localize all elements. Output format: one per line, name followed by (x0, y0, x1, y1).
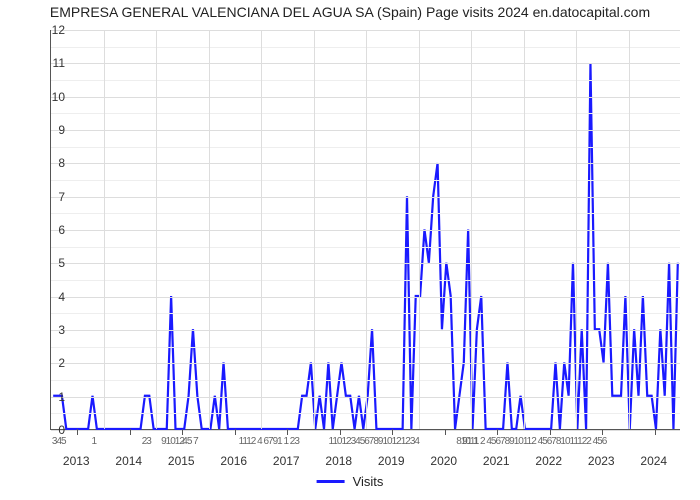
legend-label: Visits (353, 474, 384, 489)
y-tick-label: 11 (25, 56, 65, 70)
x-month-label: 1112 4 6791 1 23 (239, 436, 299, 447)
x-year-label: 2019 (378, 454, 405, 468)
x-year-gridline (629, 30, 630, 429)
visits-chart: EMPRESA GENERAL VALENCIANA DEL AGUA SA (… (0, 0, 700, 500)
x-year-label: 2014 (115, 454, 142, 468)
y-tick-label: 5 (25, 256, 65, 270)
y-tick-label: 3 (25, 323, 65, 337)
x-tick (182, 429, 183, 435)
x-tick (77, 429, 78, 435)
x-year-gridline (576, 30, 577, 429)
y-tick-label: 1 (25, 390, 65, 404)
y-tick-label: 10 (25, 90, 65, 104)
x-year-label: 2022 (535, 454, 562, 468)
x-year-gridline (261, 30, 262, 429)
plot-area (50, 30, 680, 430)
y-tick-label: 12 (25, 23, 65, 37)
legend-swatch (317, 480, 345, 483)
x-year-gridline (156, 30, 157, 429)
y-tick-label: 6 (25, 223, 65, 237)
y-gridline (51, 430, 680, 431)
y-tick-label: 7 (25, 190, 65, 204)
x-year-label: 2015 (168, 454, 195, 468)
x-year-gridline (524, 30, 525, 429)
chart-title: EMPRESA GENERAL VALENCIANA DEL AGUA SA (… (0, 4, 700, 20)
x-year-label: 2017 (273, 454, 300, 468)
y-tick-label: 9 (25, 123, 65, 137)
x-tick (497, 429, 498, 435)
x-year-gridline (314, 30, 315, 429)
x-year-gridline (471, 30, 472, 429)
x-tick (655, 429, 656, 435)
x-month-label: 11012345678910121234 (329, 436, 420, 447)
x-year-gridline (209, 30, 210, 429)
x-tick (235, 429, 236, 435)
x-year-gridline (366, 30, 367, 429)
x-month-label: 81011 2 45678910112 456781011122 456 (456, 436, 606, 447)
x-month-label: 45 7 (182, 436, 197, 447)
x-year-label: 2018 (325, 454, 352, 468)
x-tick (130, 429, 131, 435)
y-tick-label: 4 (25, 290, 65, 304)
x-tick (445, 429, 446, 435)
x-year-label: 2013 (63, 454, 90, 468)
x-year-gridline (104, 30, 105, 429)
x-tick (340, 429, 341, 435)
x-tick (602, 429, 603, 435)
x-month-label: 91012 (161, 436, 184, 447)
x-tick (392, 429, 393, 435)
x-year-label: 2024 (640, 454, 667, 468)
x-tick (287, 429, 288, 435)
y-tick-label: 0 (25, 423, 65, 437)
x-year-label: 2016 (220, 454, 247, 468)
y-tick-label: 8 (25, 156, 65, 170)
x-year-label: 2020 (430, 454, 457, 468)
y-tick-label: 2 (25, 356, 65, 370)
legend: Visits (317, 474, 384, 489)
x-tick (550, 429, 551, 435)
x-month-label: 23 (142, 436, 151, 447)
x-month-label: 1 (91, 436, 96, 447)
x-year-label: 2021 (483, 454, 510, 468)
x-year-label: 2023 (588, 454, 615, 468)
x-year-gridline (419, 30, 420, 429)
x-month-label: 345 (52, 436, 66, 447)
